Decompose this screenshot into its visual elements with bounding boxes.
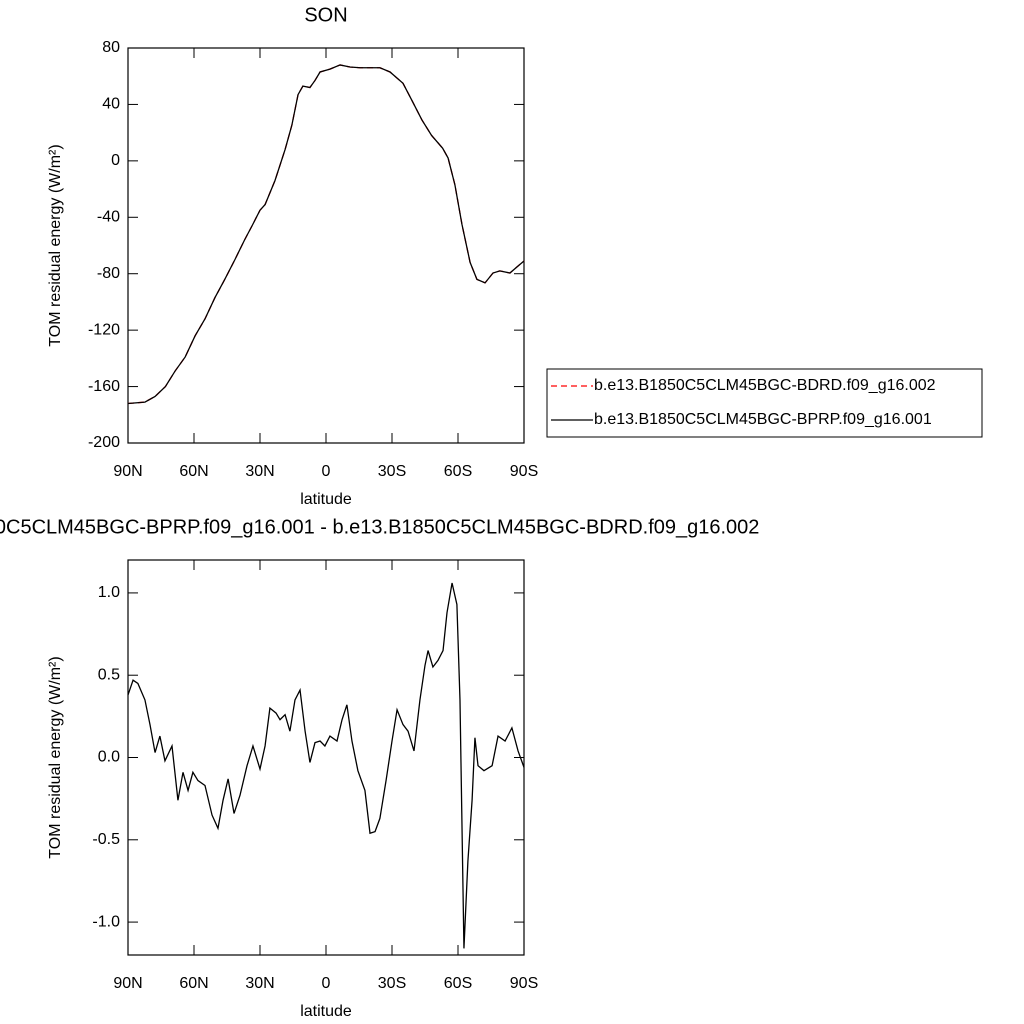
y-tick-label: 80 bbox=[102, 39, 120, 56]
x-tick-label: 30N bbox=[245, 463, 274, 480]
legend-label: b.e13.B1850C5CLM45BGC-BPRP.f09_g16.001 bbox=[594, 411, 932, 428]
y-tick-label: -0.5 bbox=[92, 831, 120, 848]
x-tick-label: 60S bbox=[444, 975, 472, 992]
x-tick-label: 60N bbox=[179, 975, 208, 992]
x-tick-label: 90N bbox=[113, 975, 142, 992]
y-tick-label: -120 bbox=[88, 321, 120, 338]
y-tick-label: 40 bbox=[102, 96, 120, 113]
chart-title: b.e13.B1850C5CLM45BGC-BPRP.f09_g16.001 -… bbox=[0, 516, 759, 538]
x-tick-label: 30S bbox=[378, 975, 406, 992]
x-tick-label: 60S bbox=[444, 463, 472, 480]
x-tick-label: 0 bbox=[322, 975, 331, 992]
y-tick-label: 0.5 bbox=[98, 666, 120, 683]
y-tick-label: -80 bbox=[97, 265, 120, 282]
plot-frame bbox=[127, 47, 525, 444]
y-tick-label: 1.0 bbox=[98, 584, 120, 601]
line bbox=[127, 64, 525, 405]
chart-title: SON bbox=[304, 4, 347, 26]
x-tick-label: 90S bbox=[510, 463, 538, 480]
y-tick-label: -40 bbox=[97, 209, 120, 226]
x-axis-label: latitude bbox=[300, 1003, 352, 1020]
x-tick-label: 0 bbox=[322, 463, 331, 480]
legend-label: b.e13.B1850C5CLM45BGC-BDRD.f09_g16.002 bbox=[594, 377, 936, 394]
x-tick-label: 60N bbox=[179, 463, 208, 480]
plot-frame bbox=[127, 559, 525, 956]
x-tick-label: 90N bbox=[113, 463, 142, 480]
y-axis-label: TOM residual energy (W/m²) bbox=[47, 656, 64, 858]
y-tick-label: -200 bbox=[88, 434, 120, 451]
y-axis-label: TOM residual energy (W/m²) bbox=[47, 144, 64, 346]
y-tick-label: -160 bbox=[88, 378, 120, 395]
y-tick-label: 0 bbox=[111, 152, 120, 169]
x-tick-label: 90S bbox=[510, 975, 538, 992]
y-tick-label: 0.0 bbox=[98, 749, 120, 766]
x-tick-label: 30N bbox=[245, 975, 274, 992]
line bbox=[127, 582, 525, 949]
legend-frame bbox=[546, 368, 983, 438]
x-axis-label: latitude bbox=[300, 491, 352, 508]
y-tick-label: -1.0 bbox=[92, 913, 120, 930]
x-tick-label: 30S bbox=[378, 463, 406, 480]
